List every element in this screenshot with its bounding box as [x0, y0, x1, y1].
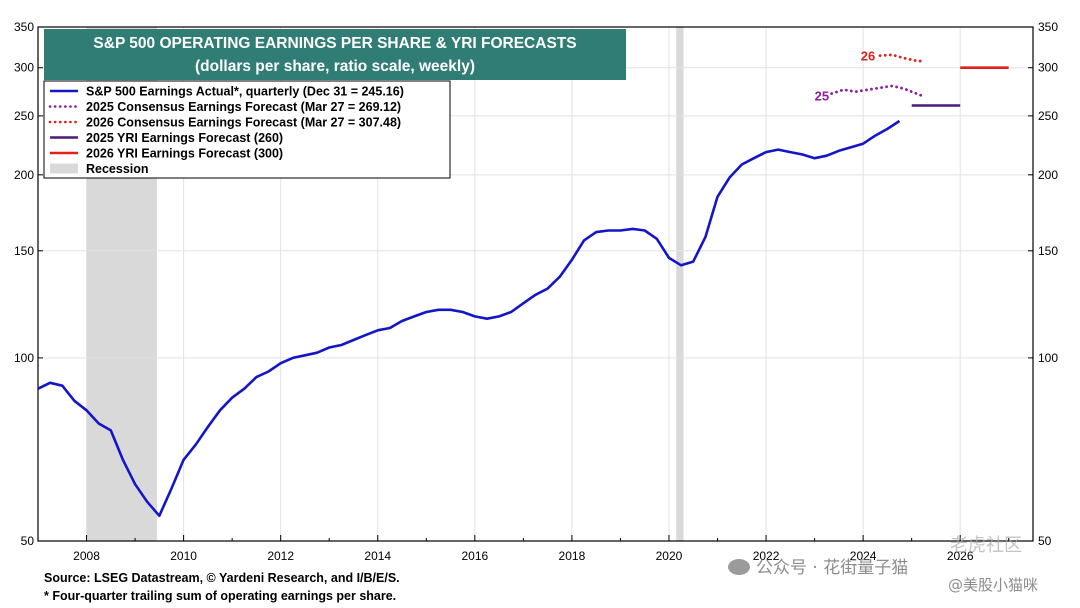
- legend-label-4: 2026 YRI Earnings Forecast (300): [86, 147, 283, 161]
- y-tick-label-left-50: 50: [21, 534, 35, 548]
- annotation-layer: 25 26: [815, 49, 876, 104]
- x-tick-label-2008: 2008: [73, 549, 100, 563]
- legend-box: [43, 80, 451, 179]
- watermark-corner: 老虎社区: [950, 535, 1022, 556]
- y-tick-label-left-350: 350: [14, 20, 34, 34]
- y-tick-label-right-350: 350: [1038, 20, 1058, 34]
- series-layer: [37, 53, 1009, 518]
- wechat-icon: [728, 559, 750, 575]
- x-tick-label-2012: 2012: [267, 549, 294, 563]
- chart-subtitle: (dollars per share, ratio scale, weekly): [195, 58, 475, 75]
- axis-layer: 2008 2010 2012 2014 2016 2018 2020 2022 2024 2026…: [14, 20, 1058, 563]
- annotation-label-26: 26: [861, 49, 875, 64]
- x-tick-label-2018: 2018: [559, 549, 586, 563]
- y-tick-label-right-100: 100: [1038, 351, 1058, 365]
- y-tick-label-right-300: 300: [1038, 61, 1058, 75]
- footnote: * Four-quarter trailing sum of operating…: [44, 589, 397, 603]
- legend-label-2: 2026 Consensus Earnings Forecast (Mar 27…: [86, 116, 401, 130]
- recession-band-1: [676, 27, 684, 541]
- annotation-label-25: 25: [815, 89, 829, 104]
- chart-title: S&P 500 OPERATING EARNINGS PER SHARE & Y…: [93, 35, 576, 52]
- legend-items: S&P 500 Earnings Actual*, quarterly (Dec…: [48, 85, 404, 176]
- series-line-0: [37, 119, 901, 518]
- legend-swatch-recession: [50, 163, 78, 174]
- x-tick-label-2022: 2022: [753, 549, 780, 563]
- x-tick-label-2010: 2010: [170, 549, 197, 563]
- title-background: [44, 29, 626, 80]
- legend-label-1: 2025 Consensus Earnings Forecast (Mar 27…: [86, 100, 401, 114]
- series-line-2: [878, 53, 926, 63]
- y-tick-label-left-300: 300: [14, 61, 34, 75]
- y-tick-label-right-200: 200: [1038, 168, 1058, 182]
- x-tick-label-2024: 2024: [850, 549, 877, 563]
- y-tick-label-left-100: 100: [14, 351, 34, 365]
- x-tick-label-2016: 2016: [461, 549, 488, 563]
- x-tick-label-2020: 2020: [656, 549, 683, 563]
- y-tick-label-right-50: 50: [1038, 534, 1052, 548]
- y-tick-label-left-250: 250: [14, 109, 34, 123]
- source-note: Source: LSEG Datastream, © Yardeni Resea…: [44, 571, 400, 585]
- legend-label-3: 2025 YRI Earnings Forecast (260): [86, 131, 283, 145]
- legend: S&P 500 Earnings Actual*, quarterly (Dec…: [43, 80, 451, 179]
- y-tick-label-right-150: 150: [1038, 244, 1058, 258]
- y-tick-label-right-250: 250: [1038, 109, 1058, 123]
- y-tick-label-left-200: 200: [14, 168, 34, 182]
- plot-frame: [37, 26, 1034, 542]
- watermark-wechat: 公众号 · 花街量子猫: [728, 553, 908, 578]
- series-line-1: [830, 84, 926, 98]
- y-tick-label-left-150: 150: [14, 244, 34, 258]
- x-tick-label-2014: 2014: [364, 549, 391, 563]
- title-box: S&P 500 OPERATING EARNINGS PER SHARE & Y…: [44, 29, 626, 80]
- x-tick-label-2026: 2026: [947, 549, 974, 563]
- watermark-handle: @美股小猫咪: [948, 576, 1039, 594]
- legend-label-recession: Recession: [86, 162, 149, 176]
- legend-label-0: S&P 500 Earnings Actual*, quarterly (Dec…: [86, 85, 404, 99]
- watermark-left-text: 公众号 · 花街量子猫: [756, 558, 909, 578]
